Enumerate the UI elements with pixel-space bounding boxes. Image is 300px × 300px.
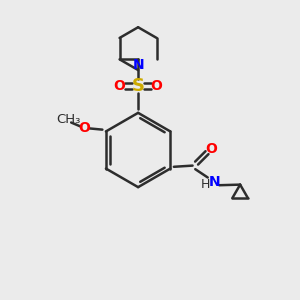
Text: CH₃: CH₃: [56, 113, 80, 126]
Text: N: N: [208, 175, 220, 189]
Text: H: H: [201, 178, 210, 190]
Text: S: S: [132, 77, 145, 95]
Text: O: O: [205, 142, 217, 156]
Text: O: O: [114, 79, 126, 93]
Text: N: N: [132, 58, 144, 72]
Text: O: O: [151, 79, 163, 93]
Text: O: O: [79, 122, 91, 136]
